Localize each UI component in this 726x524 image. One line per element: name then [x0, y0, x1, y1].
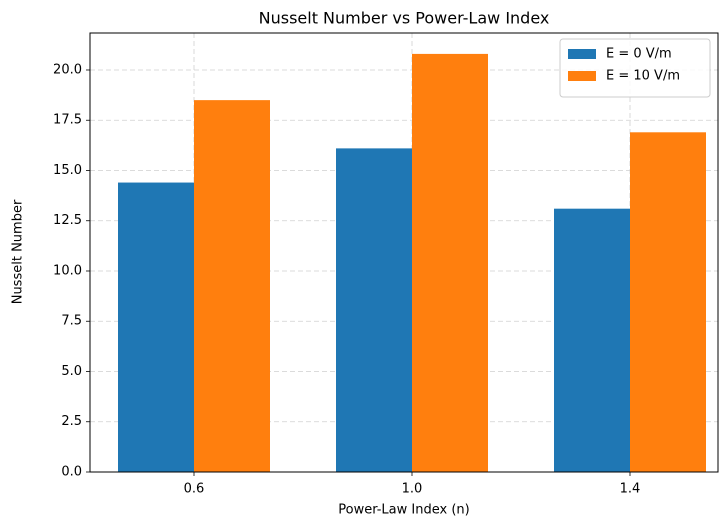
- x-axis-label: Power-Law Index (n): [338, 503, 469, 518]
- bar: [554, 208, 630, 472]
- y-tick-label: 17.5: [53, 113, 82, 128]
- plot-frame: [89, 32, 719, 473]
- y-tick-label: 15.0: [53, 163, 82, 178]
- y-tick-label: 2.5: [61, 414, 82, 429]
- y-tick-label: 7.5: [61, 314, 82, 329]
- x-tick-label: 0.6: [184, 482, 205, 497]
- bar: [194, 100, 270, 472]
- y-axis-label: Nusselt Number: [11, 199, 26, 304]
- y-tick-label: 12.5: [53, 213, 82, 228]
- y-tick-label: 5.0: [61, 364, 82, 379]
- chart-title: Nusselt Number vs Power-Law Index: [259, 9, 550, 28]
- bar: [118, 182, 194, 473]
- bar: [336, 148, 412, 472]
- x-tick-label: 1.0: [402, 482, 423, 497]
- bar: [412, 53, 488, 473]
- legend-swatch: [568, 71, 596, 81]
- y-tick-label: 10.0: [53, 263, 82, 278]
- x-tick-label: 1.4: [620, 482, 641, 497]
- legend-swatch: [568, 49, 596, 59]
- legend-label: E = 0 V/m: [606, 47, 672, 62]
- legend-label: E = 10 V/m: [606, 69, 680, 84]
- y-tick-label: 0.0: [61, 465, 82, 480]
- y-tick-label: 20.0: [53, 62, 82, 77]
- legend-box: [559, 38, 711, 98]
- bar: [630, 132, 706, 473]
